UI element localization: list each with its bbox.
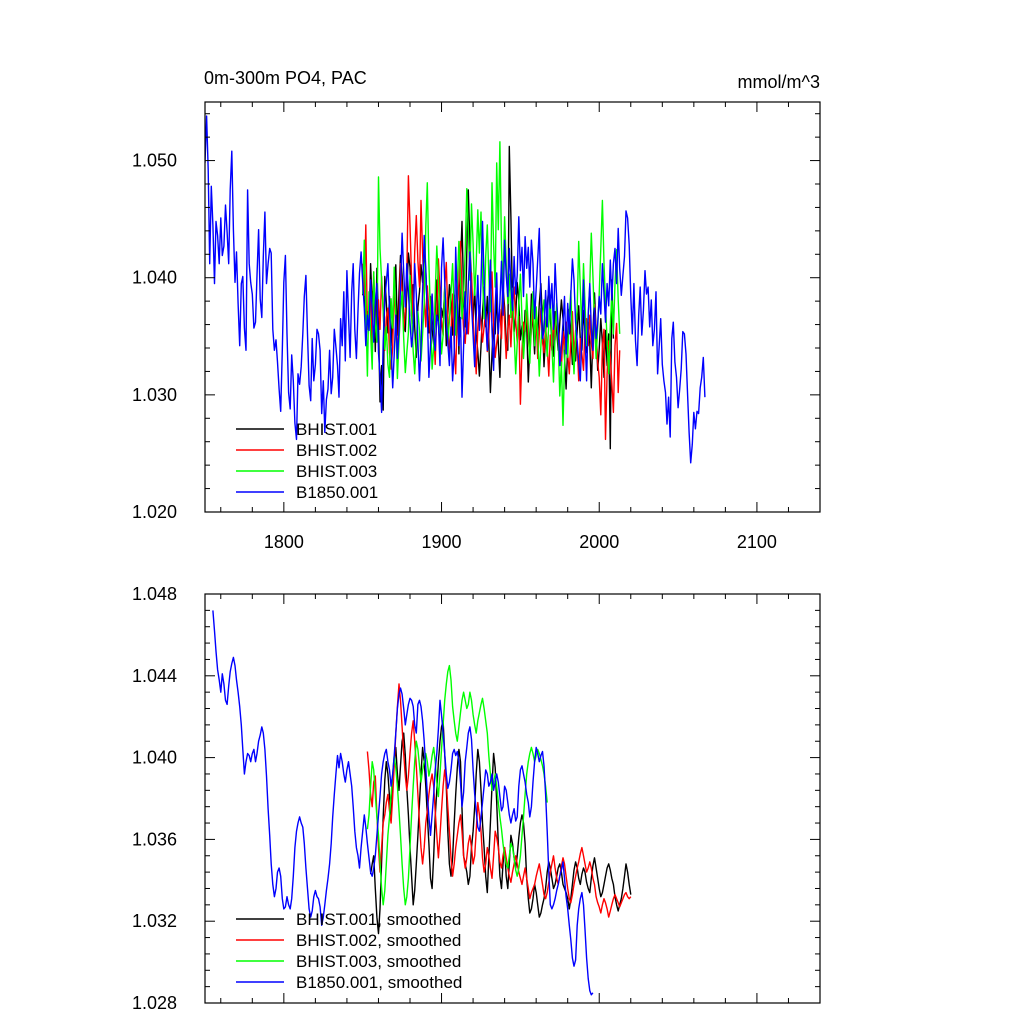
legend-label: B1850.001, smoothed — [296, 973, 462, 992]
y-tick-label: 1.050 — [132, 151, 177, 171]
legend-label: B1850.001 — [296, 483, 378, 502]
y-tick-label: 1.030 — [132, 385, 177, 405]
series-group — [205, 115, 706, 464]
series-line-bhist-002 — [366, 683, 632, 918]
plot-frame — [204, 593, 821, 1004]
x-tick-label: 1800 — [264, 532, 304, 552]
series-line-b1850-001 — [205, 115, 706, 464]
y-tick-label: 1.048 — [132, 584, 177, 604]
y-tick-label: 1.020 — [132, 502, 177, 522]
y-tick-label: 1.032 — [132, 911, 177, 931]
legend: BHIST.001, smoothed BHIST.002, smoothed BH… — [236, 910, 462, 992]
x-tick-label: 1900 — [422, 532, 462, 552]
series-line-bhist-003 — [366, 664, 548, 906]
top-panel: 0m-300m PO4, PAC mmol/m^3 1800 1900 2000 21… — [132, 68, 821, 552]
legend-label: BHIST.002 — [296, 441, 377, 460]
y-tick-label: 1.040 — [132, 748, 177, 768]
chart-title: 0m-300m PO4, PAC — [204, 68, 367, 88]
series-line-bhist-001 — [369, 720, 632, 935]
series-group — [212, 610, 632, 996]
y-tick-label: 1.028 — [132, 993, 177, 1013]
y-tick-label: 1.040 — [132, 268, 177, 288]
x-tick-label: 2000 — [579, 532, 619, 552]
plot-frame — [204, 101, 821, 513]
legend-label: BHIST.003, smoothed — [296, 952, 461, 971]
x-tick-label: 2100 — [737, 532, 777, 552]
series-line-bhist-003 — [362, 141, 621, 426]
legend-label: BHIST.001 — [296, 420, 377, 439]
legend-label: BHIST.003 — [296, 462, 377, 481]
legend-label: BHIST.001, smoothed — [296, 910, 461, 929]
legend: BHIST.001 BHIST.002 BHIST.003 B1850.001 — [236, 420, 378, 502]
units-label: mmol/m^3 — [738, 72, 820, 92]
bottom-panel: 1.028 1.032 1.036 1.040 1.044 1.048 BHIST.001,… — [132, 584, 821, 1013]
y-tick-label: 1.036 — [132, 829, 177, 849]
y-tick-label: 1.044 — [132, 666, 177, 686]
series-line-b1850-001 — [212, 610, 594, 996]
legend-label: BHIST.002, smoothed — [296, 931, 461, 950]
